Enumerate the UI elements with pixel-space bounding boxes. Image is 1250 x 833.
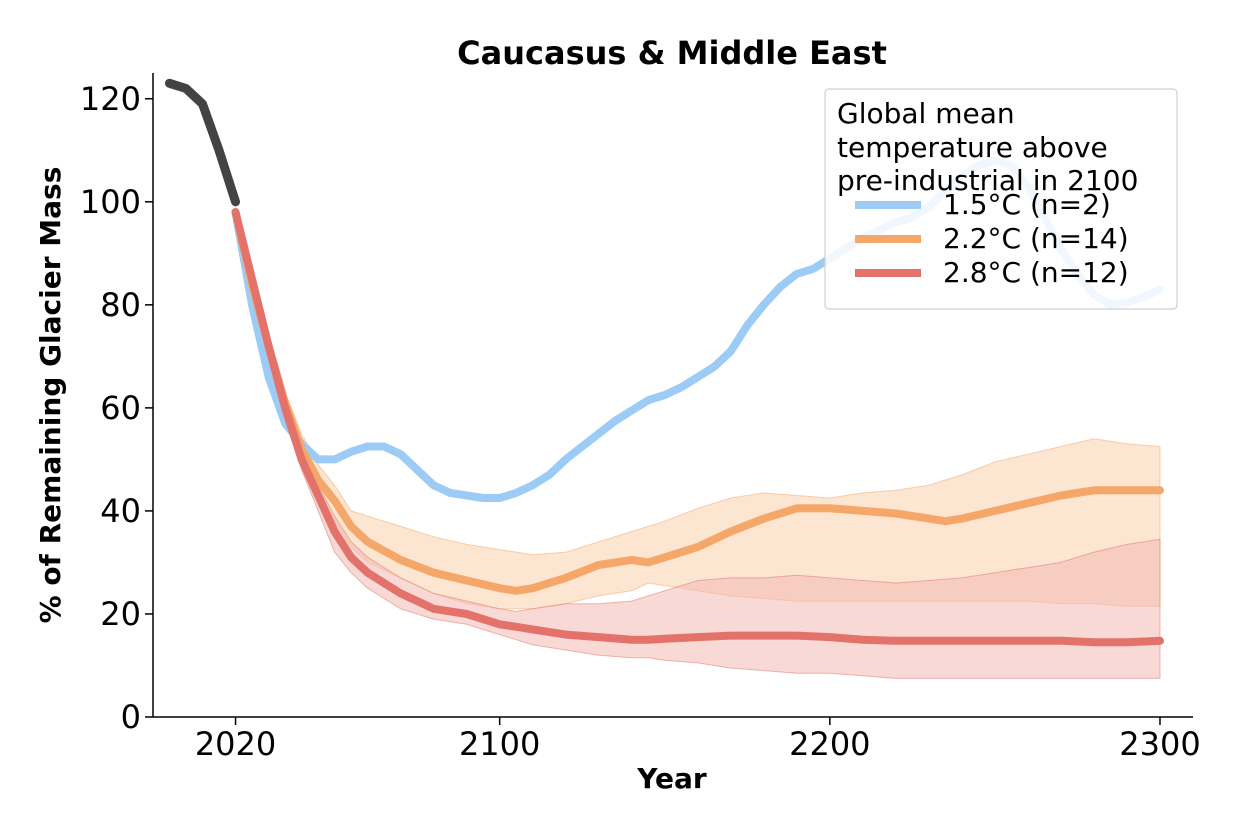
legend-title-line-2: temperature above xyxy=(837,131,1108,164)
legend: Global mean temperature above pre-indust… xyxy=(824,88,1178,310)
y-tick-label: 120 xyxy=(80,80,141,118)
historical-line xyxy=(165,78,240,207)
x-ticks: 2020 2100 2200 2300 xyxy=(195,717,1201,763)
legend-title-line-1: Global mean xyxy=(837,97,1015,130)
axes xyxy=(152,73,1193,718)
legend-title-line-3: pre-industrial in 2100 xyxy=(837,164,1138,197)
y-tick-label: 80 xyxy=(100,286,141,324)
y-tick-label: 100 xyxy=(80,183,141,221)
chart-title: Caucasus & Middle East xyxy=(457,34,887,72)
legend-frame xyxy=(824,88,1178,310)
y-tick-label: 40 xyxy=(100,492,141,530)
series-line-3 xyxy=(231,208,1164,647)
y-tick-label: 0 xyxy=(121,698,141,736)
x-tick-label: 2200 xyxy=(789,725,870,763)
x-axis-label: Year xyxy=(636,762,707,795)
y-ticks: 0 20 40 60 80 100 120 xyxy=(80,80,153,736)
series-line-2 xyxy=(231,208,1164,595)
legend-label-1: 1.5°C (n=2) xyxy=(943,188,1111,221)
y-tick-label: 60 xyxy=(100,389,141,427)
y-tick-label: 20 xyxy=(100,595,141,633)
y-axis-label: % of Remaining Glacier Mass xyxy=(34,167,67,624)
band-3 xyxy=(235,211,1161,679)
legend-label-2: 2.2°C (n=14) xyxy=(943,222,1129,255)
legend-items: 1.5°C (n=2)2.2°C (n=14)2.8°C (n=12) xyxy=(855,188,1129,289)
legend-label-3: 2.8°C (n=12) xyxy=(943,256,1129,289)
x-tick-label: 2300 xyxy=(1119,725,1200,763)
x-tick-label: 2100 xyxy=(459,725,540,763)
x-tick-label: 2020 xyxy=(195,725,276,763)
